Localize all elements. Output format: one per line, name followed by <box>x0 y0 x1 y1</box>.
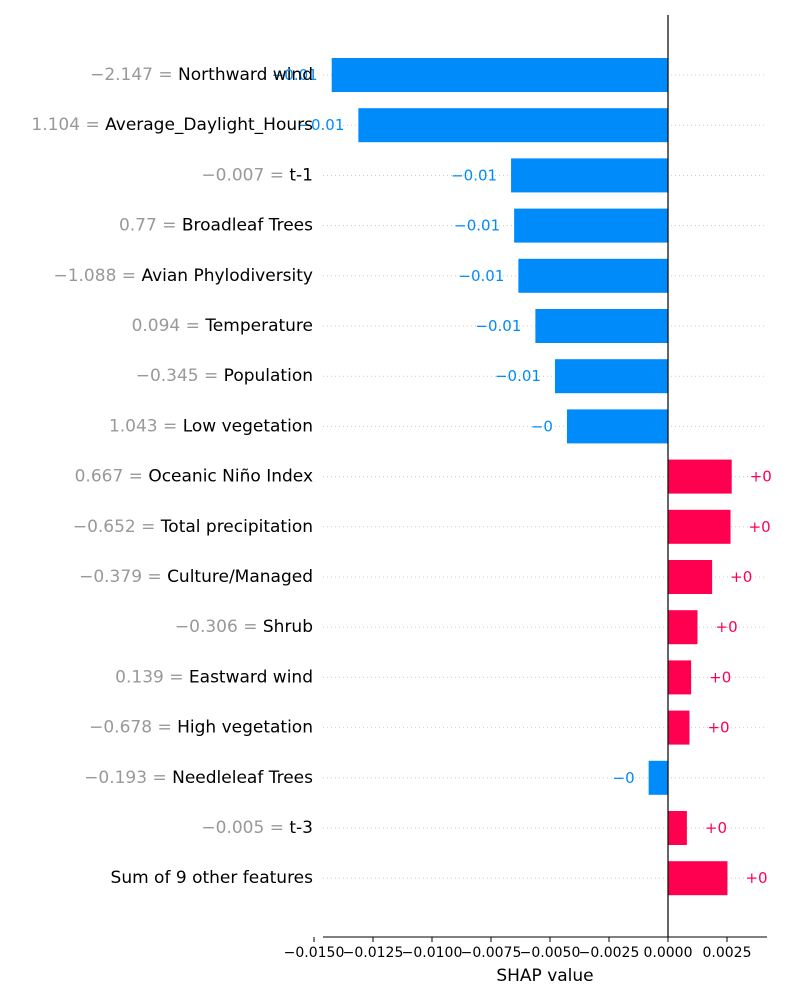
feature-value: 0.667 = <box>75 467 149 487</box>
bar-value-label: +0 <box>709 668 731 686</box>
feature-value: −1.088 = <box>53 266 141 286</box>
feature-value: −0.678 = <box>89 718 177 738</box>
feature-labels: −2.147 = Northward wind 1.104 = Average_D… <box>31 65 313 888</box>
feature-label: −0.005 = t-3 <box>201 818 313 838</box>
bar-value-label: −0 <box>531 417 553 435</box>
bar <box>668 710 690 745</box>
feature-value: 0.094 = <box>132 316 206 336</box>
bar-value-label: +0 <box>730 568 752 586</box>
feature-label: −0.678 = High vegetation <box>89 718 313 738</box>
feature-name: Temperature <box>204 316 313 336</box>
feature-value: −0.193 = <box>84 768 172 788</box>
bar <box>668 861 728 896</box>
feature-label: 0.667 = Oceanic Niño Index <box>75 467 313 487</box>
x-tick-label: −0.0075 <box>461 945 522 961</box>
bar <box>358 108 668 143</box>
feature-label: −0.379 = Culture/Managed <box>79 567 313 587</box>
feature-label: 1.043 = Low vegetation <box>109 416 313 436</box>
feature-value: −0.345 = <box>136 366 224 386</box>
feature-name: Culture/Managed <box>167 567 313 587</box>
bar-value-label: +0 <box>707 719 729 737</box>
bar <box>668 660 692 695</box>
bar <box>535 309 668 343</box>
bar-value-label: +0 <box>750 468 772 486</box>
feature-label: 0.094 = Temperature <box>132 316 313 336</box>
x-tick-label: −0.0125 <box>343 945 404 961</box>
bar-value-label: −0.01 <box>454 217 500 235</box>
feature-value: −0.306 = <box>175 617 263 637</box>
feature-value: 1.104 = <box>31 115 105 135</box>
bar <box>514 208 668 243</box>
bar <box>566 409 668 444</box>
feature-label: −1.088 = Avian Phylodiversity <box>53 266 313 286</box>
feature-value: 1.043 = <box>109 416 183 436</box>
x-axis-title: SHAP value <box>496 966 593 986</box>
bar <box>511 158 668 193</box>
feature-value: 0.139 = <box>115 667 189 687</box>
bar-value-label: −0.01 <box>495 367 541 385</box>
feature-name: Northward wind <box>178 65 313 85</box>
bar <box>668 509 731 544</box>
feature-label: 0.139 = Eastward wind <box>115 667 313 687</box>
bar-value-label: +0 <box>705 819 727 837</box>
feature-value: −0.652 = <box>73 517 161 537</box>
feature-value: −2.147 = <box>90 65 178 85</box>
bar-value-label: −0.01 <box>475 317 521 335</box>
bar-value-label: −0.01 <box>451 166 497 184</box>
feature-name: Sum of 9 other features <box>111 868 314 888</box>
feature-value: 0.77 = <box>119 216 182 236</box>
bar-value-label: −0 <box>613 769 635 787</box>
feature-label: 1.104 = Average_Daylight_Hours <box>31 115 313 135</box>
feature-label: −0.193 = Needleleaf Trees <box>84 768 313 788</box>
bar-value-label: −0.01 <box>298 116 344 134</box>
bar-labels: −0.01 −0.01 −0.01 −0.01 −0.01 −0.01 −0.01 −0 +0 +… <box>272 66 772 887</box>
bar <box>668 610 698 645</box>
feature-label: −2.147 = Northward wind <box>90 65 313 85</box>
feature-label: −0.652 = Total precipitation <box>73 517 313 537</box>
bar-value-label: −0.01 <box>272 66 318 84</box>
bar-value-label: −0.01 <box>458 267 504 285</box>
x-tick-label: −0.0150 <box>284 945 345 961</box>
bars <box>331 58 732 896</box>
bar <box>331 58 668 92</box>
bar <box>648 760 668 795</box>
x-tick-label: 0.0025 <box>703 945 752 961</box>
feature-name: t-1 <box>289 165 313 185</box>
feature-name: Needleleaf Trees <box>172 768 313 788</box>
feature-name: Avian Phylodiversity <box>141 266 313 286</box>
x-tick-label: −0.0050 <box>520 945 581 961</box>
bar <box>518 258 668 293</box>
bar <box>668 811 687 845</box>
feature-label: −0.345 = Population <box>136 366 313 386</box>
bar-value-label: +0 <box>745 869 767 887</box>
feature-name: High vegetation <box>177 718 313 738</box>
x-ticks: −0.0150−0.0125−0.0100−0.0075−0.0050−0.00… <box>284 937 752 961</box>
x-tick-label: −0.0025 <box>579 945 640 961</box>
feature-name: Population <box>224 366 313 386</box>
bar <box>668 560 713 594</box>
feature-name: Low vegetation <box>183 416 313 436</box>
bar <box>668 459 732 494</box>
feature-label: −0.306 = Shrub <box>175 617 313 637</box>
feature-name: Broadleaf Trees <box>182 216 313 236</box>
feature-name: Shrub <box>263 617 313 637</box>
feature-label: −0.007 = t-1 <box>201 165 313 185</box>
feature-value: −0.379 = <box>79 567 167 587</box>
feature-label: 0.77 = Broadleaf Trees <box>119 216 313 236</box>
feature-value: −0.007 = <box>201 165 289 185</box>
bar-value-label: +0 <box>749 518 771 536</box>
x-axis: −0.0150−0.0125−0.0100−0.0075−0.0050−0.00… <box>284 936 767 986</box>
feature-value: −0.005 = <box>201 818 289 838</box>
feature-name: Total precipitation <box>160 517 313 537</box>
x-tick-label: 0.0000 <box>644 945 693 961</box>
feature-name: Average_Daylight_Hours <box>105 115 313 135</box>
feature-name: Eastward wind <box>189 667 313 687</box>
feature-label: Sum of 9 other features <box>111 868 314 888</box>
bar-value-label: +0 <box>716 618 738 636</box>
feature-name: t-3 <box>289 818 313 838</box>
bar <box>554 359 668 394</box>
feature-name: Oceanic Niño Index <box>148 467 313 487</box>
x-tick-label: −0.0100 <box>402 945 463 961</box>
